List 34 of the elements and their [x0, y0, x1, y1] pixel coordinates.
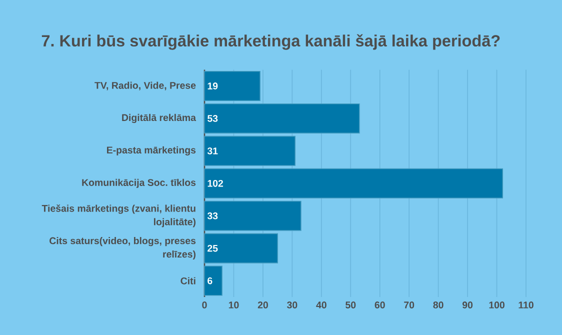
data-label: 25 [208, 244, 218, 252]
y-tick-label: Cits saturs(video, blogs, preses relīzes) [50, 237, 196, 260]
x-tick-label: 30 [287, 302, 298, 308]
x-tick-label: 50 [346, 302, 356, 308]
bar [204, 103, 360, 134]
x-tick-label: 40 [316, 302, 326, 308]
bar [204, 200, 302, 231]
x-tick-label: 70 [404, 302, 414, 308]
chart-title: 7. Kuri būs svarīgākie mārketinga kanāli šajā laika periodā? [42, 34, 500, 50]
data-label: 33 [207, 212, 218, 220]
y-tick-label: Komunikācija Soc. tīklos [82, 178, 196, 188]
data-label: 6 [208, 277, 212, 284]
data-label: 102 [208, 180, 224, 187]
y-tick-label: Citi [180, 277, 196, 284]
bar [204, 266, 222, 296]
y-tick-label: Digitālā reklāma [122, 114, 196, 124]
x-tick-label: 60 [374, 302, 385, 308]
x-tick-label: 100 [489, 302, 504, 308]
y-tick-label: TV, Radio, Vide, Prese [94, 82, 196, 90]
x-tick-label: 10 [228, 302, 239, 308]
data-label: 31 [207, 147, 218, 154]
bar [204, 168, 504, 198]
data-label: 19 [208, 82, 218, 90]
x-tick-label: 110 [518, 302, 534, 308]
y-tick-label: E-pasta mārketings [107, 146, 196, 156]
x-tick-label: 20 [258, 302, 268, 308]
x-tick-label: 0 [202, 302, 207, 308]
bar [204, 136, 296, 166]
bar [204, 233, 278, 264]
data-label: 53 [207, 115, 218, 122]
x-tick-label: 90 [462, 302, 473, 308]
bar [204, 70, 260, 101]
x-tick-label: 80 [433, 302, 444, 308]
y-tick-label: Tiešais mārketings (zvani, klientu lojalitāte) [42, 204, 196, 228]
